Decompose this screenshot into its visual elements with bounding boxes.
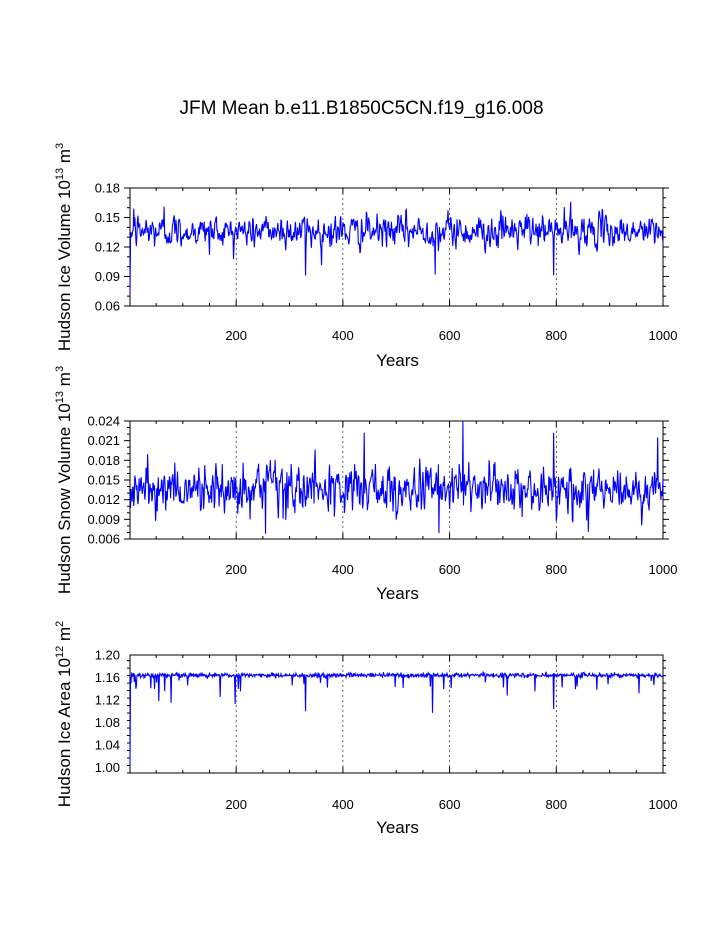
y-tick-label: 0.06 xyxy=(95,299,120,314)
y-tick-label: 1.16 xyxy=(95,670,120,685)
series-line xyxy=(129,201,664,295)
x-tick-label-600: 600 xyxy=(439,328,461,343)
x-tick-label-800: 800 xyxy=(545,797,567,812)
x-tick-label-200: 200 xyxy=(225,328,247,343)
y-tick-label: 0.006 xyxy=(87,532,120,547)
x-tick-label-200: 200 xyxy=(225,797,247,812)
x-axis-title: Years xyxy=(376,818,419,837)
chart-title: JFM Mean b.e11.B1850C5CN.f19_g16.008 xyxy=(179,98,544,119)
x-axis-title: Years xyxy=(376,351,419,370)
y-tick-label: 0.021 xyxy=(87,433,120,448)
y-tick-label: 0.15 xyxy=(95,210,120,225)
y-tick-label: 0.015 xyxy=(87,473,120,488)
x-tick-label-1000: 1000 xyxy=(649,328,678,343)
y-tick-label: 0.12 xyxy=(95,240,120,255)
x-tick-label-400: 400 xyxy=(332,797,354,812)
series-line xyxy=(129,420,664,534)
y-tick-label: 0.009 xyxy=(87,512,120,527)
x-tick-label-800: 800 xyxy=(545,328,567,343)
y-tick-label: 1.20 xyxy=(95,648,120,663)
x-axis-title: Years xyxy=(376,584,419,603)
x-tick-label-400: 400 xyxy=(332,562,354,577)
y-tick-label: 0.012 xyxy=(87,492,120,507)
y-tick-label: 1.12 xyxy=(95,692,120,707)
y-tick-label: 0.18 xyxy=(95,181,120,196)
y-tick-label: 0.024 xyxy=(87,414,120,429)
y-tick-label: 0.018 xyxy=(87,453,120,468)
series-line xyxy=(129,670,664,765)
x-tick-label-400: 400 xyxy=(332,328,354,343)
y-axis-title: Hudson Ice Area 1012 m2 xyxy=(54,621,74,808)
x-tick-label-1000: 1000 xyxy=(649,562,678,577)
x-tick-label-200: 200 xyxy=(225,562,247,577)
y-tick-label: 0.09 xyxy=(95,269,120,284)
y-tick-label: 1.08 xyxy=(95,715,120,730)
x-tick-label-1000: 1000 xyxy=(649,797,678,812)
x-tick-label-600: 600 xyxy=(439,797,461,812)
x-tick-label-600: 600 xyxy=(439,562,461,577)
y-tick-label: 1.04 xyxy=(95,737,120,752)
y-axis-title: Hudson Ice Volume 1013 m3 xyxy=(54,143,74,351)
x-tick-label-800: 800 xyxy=(545,562,567,577)
y-axis-title: Hudson Snow Volume 1013 m3 xyxy=(54,366,74,594)
y-tick-label: 1.00 xyxy=(95,760,120,775)
